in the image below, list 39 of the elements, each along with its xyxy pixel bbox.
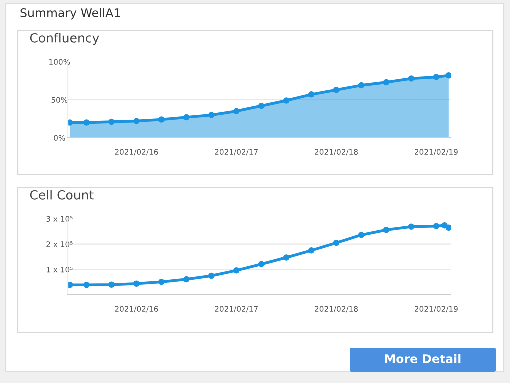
point — [358, 232, 365, 238]
point — [134, 118, 140, 124]
point — [233, 108, 240, 115]
point — [283, 254, 290, 261]
point — [108, 118, 115, 126]
point — [446, 224, 451, 231]
point — [84, 120, 90, 126]
point — [408, 76, 415, 82]
point — [68, 120, 74, 126]
point — [68, 282, 74, 288]
chart-title: Cell Count — [30, 190, 94, 200]
point — [433, 223, 440, 230]
point — [308, 248, 315, 254]
point — [208, 272, 215, 280]
point — [383, 227, 390, 234]
point — [442, 222, 448, 229]
point — [333, 240, 340, 246]
point — [134, 280, 140, 287]
point — [233, 268, 240, 274]
text: More Detail — [385, 354, 461, 364]
point — [333, 86, 340, 94]
point — [258, 261, 265, 268]
point — [258, 102, 265, 110]
point — [308, 92, 315, 98]
point — [358, 82, 365, 89]
point — [184, 114, 190, 121]
point — [383, 79, 390, 86]
point — [184, 276, 190, 283]
point — [158, 278, 165, 286]
chart-title: Confluency — [30, 33, 100, 46]
point — [433, 74, 440, 80]
point — [283, 98, 290, 104]
text: Summary WellA1 — [20, 8, 120, 20]
point — [408, 224, 415, 230]
point — [84, 282, 90, 288]
point — [158, 116, 165, 123]
point — [208, 112, 215, 118]
point — [446, 72, 451, 79]
point — [108, 282, 115, 288]
